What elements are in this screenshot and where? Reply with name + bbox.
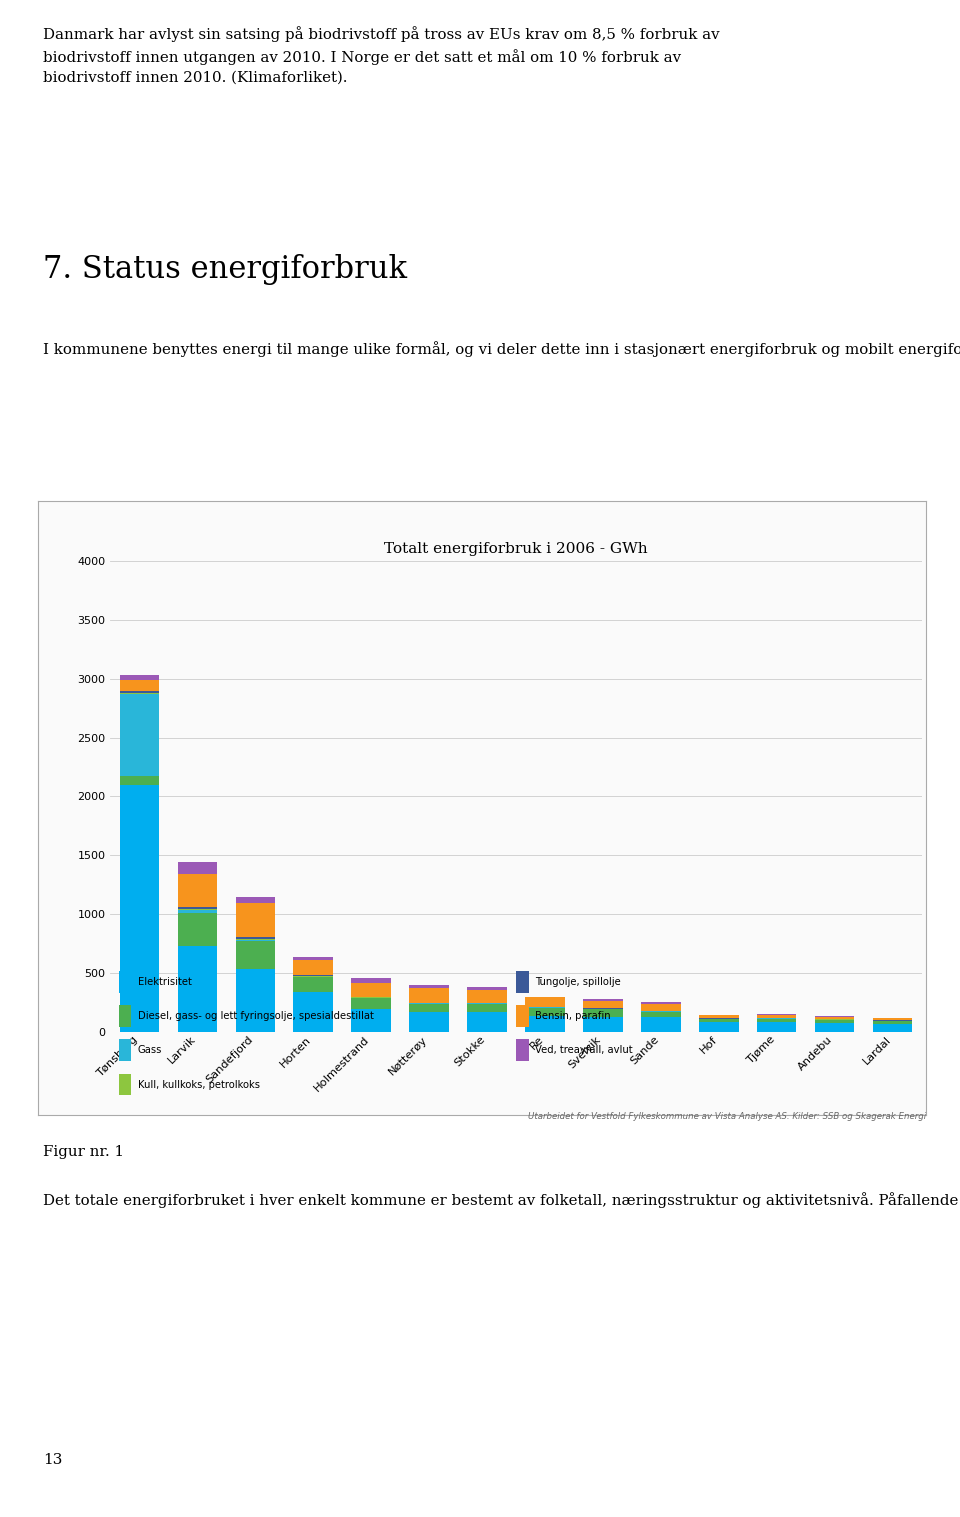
Bar: [351, 983, 391, 997]
Bar: [757, 1015, 797, 1018]
Bar: [235, 903, 275, 938]
Bar: [235, 938, 275, 939]
Title: Totalt energiforbruk i 2006 - GWh: Totalt energiforbruk i 2006 - GWh: [384, 542, 648, 555]
Text: Utarbeidet for Vestfold Fylkeskommune av Vista Analyse AS. Kilder: SSB og Skager: Utarbeidet for Vestfold Fylkeskommune av…: [528, 1112, 926, 1121]
FancyBboxPatch shape: [118, 1006, 132, 1027]
Text: Tungolje, spillolje: Tungolje, spillolje: [536, 977, 621, 988]
Bar: [351, 978, 391, 983]
Bar: [699, 1022, 738, 1032]
Bar: [815, 1019, 854, 1024]
Bar: [178, 945, 217, 1032]
Text: 13: 13: [43, 1453, 62, 1467]
Bar: [120, 680, 159, 692]
Bar: [409, 985, 448, 989]
Bar: [120, 777, 159, 784]
Text: Elektrisitet: Elektrisitet: [138, 977, 192, 988]
Bar: [351, 1009, 391, 1032]
Bar: [641, 1016, 681, 1032]
Bar: [757, 1022, 797, 1032]
Text: Gass: Gass: [138, 1045, 162, 1056]
FancyBboxPatch shape: [516, 971, 529, 994]
Text: 7. Status energiforbruk: 7. Status energiforbruk: [43, 253, 407, 285]
Text: Diesel, gass- og lett fyringsolje, spesialdestillat: Diesel, gass- og lett fyringsolje, spesi…: [138, 1012, 373, 1021]
Text: Danmark har avlyst sin satsing på biodrivstoff på tross av EUs krav om 8,5 % for: Danmark har avlyst sin satsing på biodri…: [43, 26, 720, 85]
Bar: [235, 941, 275, 969]
Bar: [178, 863, 217, 874]
Bar: [409, 1012, 448, 1032]
Bar: [294, 992, 333, 1032]
Text: Det totale energiforbruket i hver enkelt kommune er bestemt av folketall, næring: Det totale energiforbruket i hver enkelt…: [43, 1192, 960, 1208]
Text: Bensin, parafin: Bensin, parafin: [536, 1012, 612, 1021]
Bar: [641, 1004, 681, 1010]
Bar: [584, 1000, 623, 1001]
Bar: [873, 1024, 912, 1032]
Bar: [699, 1015, 738, 1018]
FancyBboxPatch shape: [118, 1074, 132, 1095]
Bar: [235, 897, 275, 903]
Bar: [815, 1024, 854, 1032]
FancyBboxPatch shape: [516, 1039, 529, 1062]
FancyBboxPatch shape: [118, 971, 132, 994]
Bar: [294, 977, 333, 992]
Bar: [525, 1009, 564, 1016]
Bar: [409, 1004, 448, 1012]
Bar: [468, 1004, 507, 1012]
Bar: [873, 1018, 912, 1021]
Bar: [641, 1012, 681, 1016]
Bar: [409, 989, 448, 1003]
Bar: [178, 913, 217, 945]
Bar: [120, 695, 159, 777]
Bar: [120, 675, 159, 680]
FancyBboxPatch shape: [516, 1006, 529, 1027]
Bar: [294, 957, 333, 960]
Bar: [468, 988, 507, 989]
Bar: [468, 1012, 507, 1032]
Text: Ved, treavfall, avlut: Ved, treavfall, avlut: [536, 1045, 633, 1056]
Bar: [873, 1021, 912, 1024]
Bar: [699, 1019, 738, 1022]
Bar: [584, 1001, 623, 1009]
Bar: [584, 1016, 623, 1032]
Bar: [641, 1003, 681, 1004]
Text: I kommunene benyttes energi til mange ulike formål, og vi deler dette inn i stas: I kommunene benyttes energi til mange ul…: [43, 341, 960, 356]
FancyBboxPatch shape: [118, 1039, 132, 1062]
Bar: [351, 998, 391, 1009]
Bar: [294, 960, 333, 975]
Bar: [757, 1018, 797, 1022]
Bar: [178, 907, 217, 909]
Bar: [815, 1016, 854, 1019]
Bar: [235, 969, 275, 1032]
Bar: [178, 874, 217, 907]
Bar: [468, 989, 507, 1003]
Bar: [120, 784, 159, 1032]
Bar: [584, 1009, 623, 1016]
Bar: [525, 997, 564, 1007]
Bar: [178, 910, 217, 913]
Bar: [525, 1016, 564, 1032]
Text: Kull, kullkoks, petrolkoks: Kull, kullkoks, petrolkoks: [138, 1080, 260, 1089]
Text: Figur nr. 1: Figur nr. 1: [43, 1145, 124, 1159]
